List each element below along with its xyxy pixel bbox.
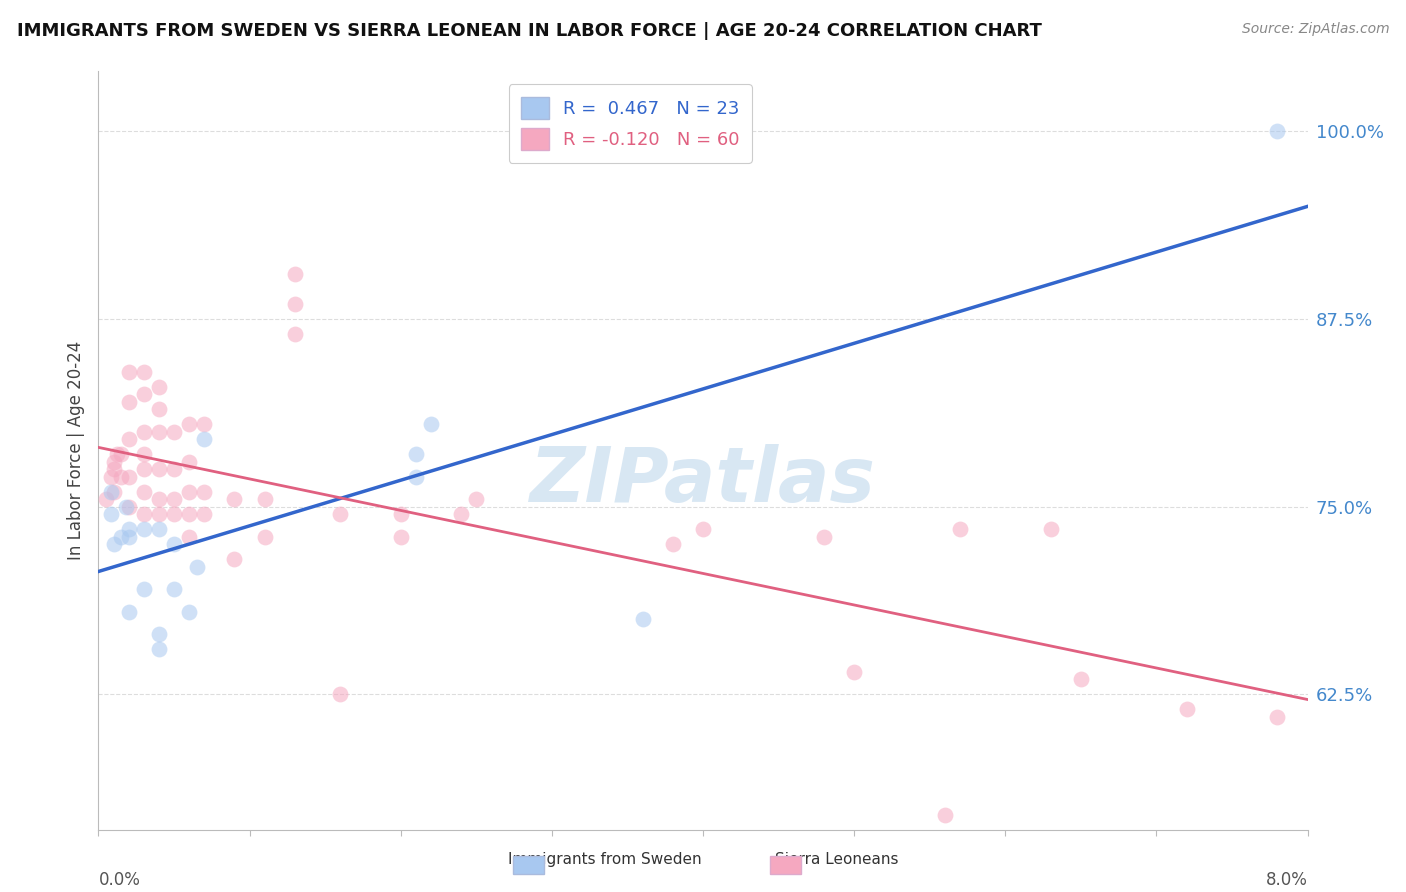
Point: [100, 484, 122, 499]
Point: [934, 807, 956, 822]
Point: [110, 447, 132, 461]
Point: [132, 365, 155, 379]
Point: [193, 417, 215, 432]
Point: [163, 462, 186, 476]
Point: [132, 484, 155, 499]
Point: [118, 432, 141, 446]
Point: [179, 605, 201, 619]
Point: [163, 508, 186, 522]
Point: [118, 394, 141, 409]
Point: [813, 530, 835, 544]
Text: IMMIGRANTS FROM SWEDEN VS SIERRA LEONEAN IN LABOR FORCE | AGE 20-24 CORRELATION : IMMIGRANTS FROM SWEDEN VS SIERRA LEONEAN…: [17, 22, 1042, 40]
Point: [193, 508, 215, 522]
Point: [389, 508, 412, 522]
Point: [148, 402, 170, 417]
Point: [1175, 702, 1198, 716]
Legend: R =  0.467   N = 23, R = -0.120   N = 60: R = 0.467 N = 23, R = -0.120 N = 60: [509, 84, 752, 162]
Point: [148, 642, 170, 657]
Point: [148, 379, 170, 393]
Point: [284, 267, 307, 281]
Point: [193, 432, 215, 446]
Text: Immigrants from Sweden: Immigrants from Sweden: [508, 852, 702, 867]
Text: 8.0%: 8.0%: [1265, 871, 1308, 889]
Point: [329, 508, 352, 522]
Point: [118, 522, 141, 536]
Point: [405, 447, 427, 461]
Point: [163, 582, 186, 597]
Point: [179, 455, 201, 469]
Point: [132, 508, 155, 522]
Point: [844, 665, 866, 679]
Point: [105, 447, 128, 461]
Text: 0.0%: 0.0%: [98, 871, 141, 889]
Point: [450, 508, 472, 522]
Text: Source: ZipAtlas.com: Source: ZipAtlas.com: [1241, 22, 1389, 37]
Text: Sierra Leoneans: Sierra Leoneans: [775, 852, 898, 867]
Point: [103, 484, 125, 499]
Point: [193, 484, 215, 499]
Point: [148, 522, 170, 536]
Point: [100, 508, 122, 522]
Point: [1070, 673, 1092, 687]
Point: [114, 500, 136, 514]
Point: [148, 425, 170, 439]
Point: [186, 559, 208, 574]
Point: [179, 508, 201, 522]
Point: [132, 447, 155, 461]
Point: [103, 455, 125, 469]
Point: [132, 522, 155, 536]
Point: [163, 537, 186, 551]
Point: [94, 492, 117, 507]
Point: [132, 425, 155, 439]
Point: [1267, 124, 1289, 138]
Point: [179, 530, 201, 544]
Point: [100, 469, 122, 483]
Point: [110, 530, 132, 544]
Point: [132, 387, 155, 401]
Point: [118, 530, 141, 544]
Point: [118, 365, 141, 379]
Point: [132, 462, 155, 476]
Point: [1039, 522, 1062, 536]
Point: [163, 425, 186, 439]
Point: [103, 537, 125, 551]
Point: [631, 612, 654, 626]
Point: [284, 297, 307, 311]
Point: [148, 492, 170, 507]
Point: [118, 605, 141, 619]
Point: [284, 327, 307, 342]
Point: [389, 530, 412, 544]
Point: [692, 522, 714, 536]
Text: ZIPatlas: ZIPatlas: [530, 444, 876, 517]
Point: [405, 469, 427, 483]
Point: [253, 530, 276, 544]
Point: [179, 417, 201, 432]
Point: [132, 582, 155, 597]
Y-axis label: In Labor Force | Age 20-24: In Labor Force | Age 20-24: [66, 341, 84, 560]
Point: [420, 417, 443, 432]
Point: [103, 462, 125, 476]
Point: [118, 500, 141, 514]
Point: [329, 688, 352, 702]
Point: [949, 522, 972, 536]
Point: [224, 552, 246, 566]
Point: [224, 492, 246, 507]
Point: [661, 537, 683, 551]
Point: [1267, 710, 1289, 724]
Point: [148, 627, 170, 641]
Point: [179, 484, 201, 499]
Point: [118, 469, 141, 483]
Point: [253, 492, 276, 507]
Point: [163, 492, 186, 507]
Point: [148, 508, 170, 522]
Point: [148, 462, 170, 476]
Point: [110, 469, 132, 483]
Point: [465, 492, 488, 507]
